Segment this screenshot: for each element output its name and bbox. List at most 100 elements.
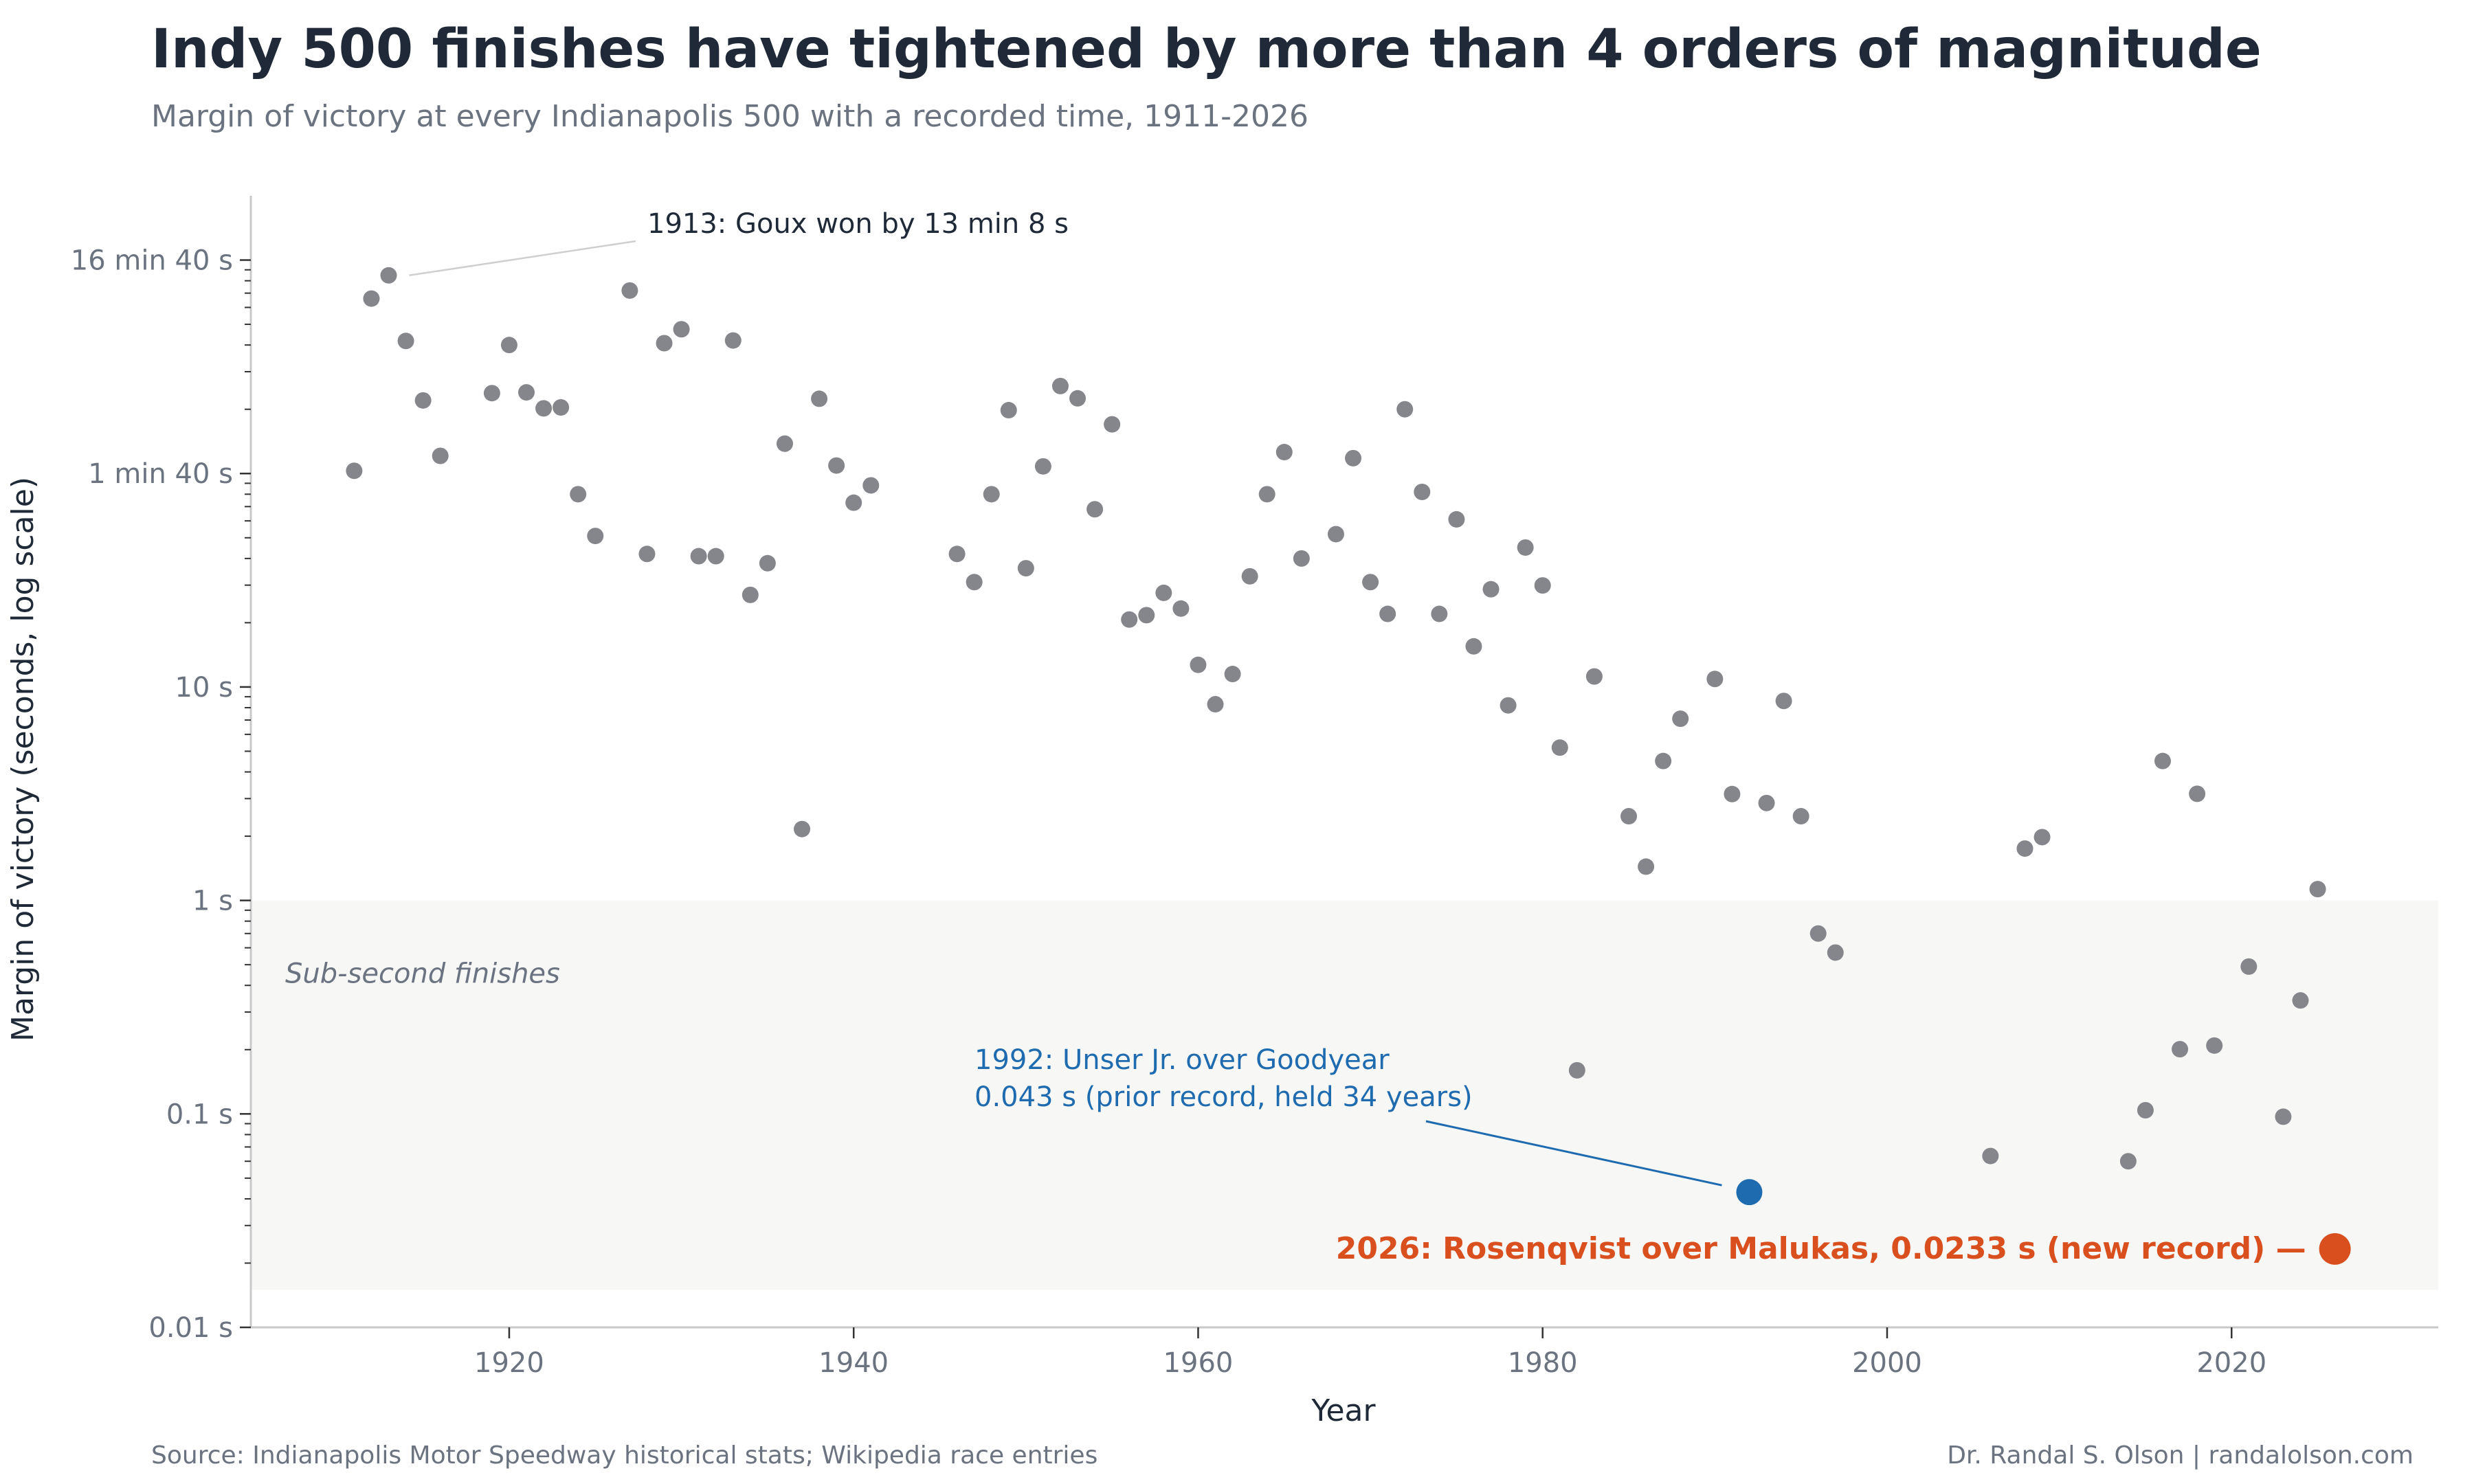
data-point [707, 548, 724, 565]
data-point [2016, 840, 2033, 857]
data-point [638, 546, 656, 563]
data-point [811, 390, 828, 407]
footer-credit: Dr. Randal S. Olson | randalolson.com [1947, 1441, 2414, 1470]
data-point [1104, 416, 1121, 433]
data-point [845, 494, 862, 511]
data-point [1620, 808, 1638, 825]
data-point [1568, 1061, 1585, 1079]
data-point [1121, 611, 1138, 628]
data-point [535, 400, 553, 417]
data-point [346, 462, 363, 480]
data-point [742, 586, 759, 603]
data-point [363, 290, 380, 307]
data-point [1086, 501, 1104, 518]
x-tick-label: 2000 [1852, 1347, 1922, 1379]
data-point [656, 335, 673, 352]
data-point [948, 546, 966, 563]
annotation-1992-line2: 0.043 s (prior record, held 34 years) [974, 1081, 1473, 1113]
chart-title: Indy 500 finishes have tightened by more… [151, 19, 2262, 80]
chart-subtitle: Margin of victory at every Indianapolis … [151, 99, 1308, 134]
sub-second-band [251, 900, 2438, 1290]
data-point [1672, 710, 1689, 728]
data-point [2172, 1041, 2189, 1058]
data-point [1258, 486, 1275, 503]
annotation-1913-leader [409, 240, 636, 277]
y-ticks: 0.01 s 0.1 s 1 s 10 s 1 min 40 s 16 min 40 s [71, 245, 251, 1344]
annotation-1992-line1: 1992: Unser Jr. over Goodyear [974, 1044, 1390, 1076]
y-axis-label: Margin of victory (seconds, log scale) [5, 477, 41, 1042]
data-point [1982, 1147, 1999, 1165]
data-point [1482, 581, 1500, 598]
data-point [1517, 539, 1534, 556]
x-tick-label: 1920 [474, 1347, 544, 1379]
data-point [518, 384, 535, 401]
data-point [587, 528, 604, 545]
x-tick-label: 1980 [1508, 1347, 1578, 1379]
y-minor-ticks [245, 269, 251, 1264]
data-point [1362, 574, 1379, 591]
highlight-point-2026 [2319, 1233, 2351, 1265]
data-point [1775, 693, 1792, 710]
data-point [1706, 671, 1724, 688]
data-point [1500, 697, 1517, 714]
data-point [724, 332, 742, 349]
x-tick-label: 1940 [818, 1347, 889, 1379]
x-axis-label: Year [1311, 1393, 1376, 1428]
data-point [2275, 1108, 2292, 1125]
data-point [1414, 484, 1431, 501]
x-tick-label: 1960 [1163, 1347, 1234, 1379]
data-point [1724, 785, 1741, 802]
data-point [1190, 656, 1207, 673]
data-point [1448, 510, 1465, 528]
data-point [1551, 739, 1568, 756]
data-point [483, 385, 500, 402]
data-point [1241, 567, 1258, 585]
data-point [1051, 377, 1069, 394]
data-point [1379, 605, 1396, 622]
annotation-1913: 1913: Goux won by 13 min 8 s [647, 208, 1069, 240]
data-point [432, 447, 449, 464]
data-point [2240, 958, 2258, 975]
data-point [2292, 992, 2309, 1009]
data-point [2189, 785, 2206, 802]
data-point [2154, 752, 2171, 769]
data-point [1207, 696, 1224, 713]
x-ticks: 1920 1940 1960 1980 2000 2020 [474, 1327, 2266, 1379]
data-point [828, 457, 845, 474]
data-point [776, 435, 793, 452]
data-point [1534, 577, 1551, 594]
data-point [2206, 1037, 2223, 1054]
x-tick-label: 2020 [2196, 1347, 2266, 1379]
data-point [1345, 449, 1362, 466]
annotation-2026: 2026: Rosenqvist over Malukas, 0.0233 s … [1336, 1231, 2306, 1266]
data-point [983, 486, 1000, 503]
band-label: Sub-second finishes [285, 958, 560, 990]
data-point [1327, 526, 1344, 543]
data-point [1069, 390, 1086, 407]
data-point [500, 337, 517, 354]
footer-source: Source: Indianapolis Motor Speedway hist… [151, 1441, 1097, 1470]
data-point [862, 477, 880, 494]
data-point [2119, 1153, 2137, 1170]
data-point [1155, 584, 1172, 601]
data-point [1034, 458, 1051, 475]
data-point [690, 548, 707, 565]
annotation-1992-leader [1425, 1120, 1722, 1187]
data-point [1275, 444, 1293, 461]
data-point [380, 267, 397, 284]
data-point [794, 820, 811, 837]
data-point [414, 392, 432, 409]
data-point [1827, 944, 1844, 961]
y-tick-label: 0.1 s [166, 1099, 233, 1130]
data-point [1293, 550, 1310, 567]
data-point [1638, 858, 1655, 875]
data-point [1017, 560, 1034, 577]
y-tick-label: 1 s [192, 886, 233, 917]
data-point [1585, 668, 1603, 685]
data-point [1792, 808, 1809, 825]
data-points [346, 267, 2326, 1170]
data-point [966, 574, 983, 591]
highlight-point-1992 [1736, 1179, 1763, 1206]
data-point [1431, 605, 1448, 622]
